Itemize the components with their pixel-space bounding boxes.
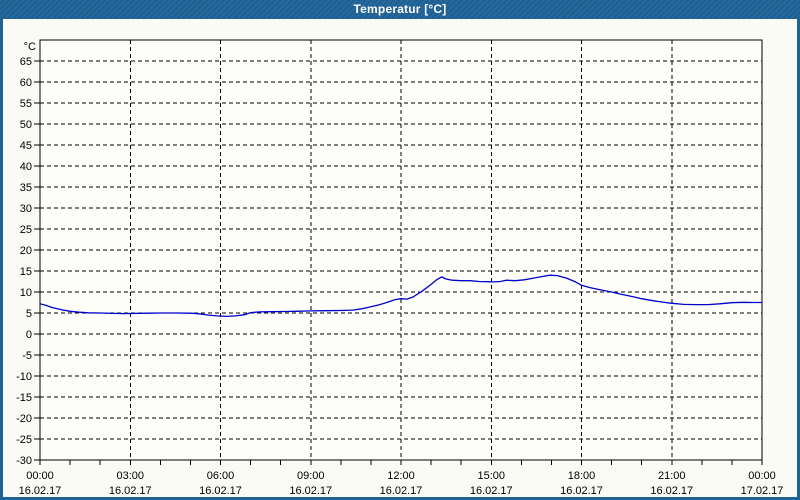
y-tick-label: 20	[20, 245, 32, 257]
chart-content-area: 65 60 55 50 45 40 35 30 25 20 15 10 5 0 -5 -10 -15 -20 -25…	[3, 19, 797, 497]
x-tick-date-label: 17.02.17	[741, 485, 784, 497]
x-tick-date-label: 16.02.17	[470, 485, 513, 497]
x-tick-time-label: 21:00	[658, 470, 686, 482]
x-tick-time-label: 00:00	[748, 470, 776, 482]
y-tick-label: 45	[20, 140, 32, 152]
y-tick-label: 25	[20, 224, 32, 236]
y-tick-label: 60	[20, 77, 32, 89]
y-tick-label: 35	[20, 182, 32, 194]
y-tick-label: -20	[16, 413, 32, 425]
x-tick-date-label: 16.02.17	[19, 485, 62, 497]
x-tick-time-label: 09:00	[297, 470, 325, 482]
y-tick-label: -15	[16, 392, 32, 404]
x-tick-time-label: 00:00	[26, 470, 54, 482]
x-tick-date-label: 16.02.17	[380, 485, 423, 497]
x-tick-time-label: 03:00	[116, 470, 144, 482]
y-tick-label: -5	[22, 350, 32, 362]
y-tick-label: -25	[16, 434, 32, 446]
y-tick-label: -10	[16, 371, 32, 383]
window-title: Temperatur [°C]	[353, 2, 447, 16]
window-title-bar[interactable]: Temperatur [°C]	[0, 0, 800, 19]
x-tick-date-label: 16.02.17	[650, 485, 693, 497]
x-tick-time-label: 06:00	[207, 470, 235, 482]
y-tick-label: 30	[20, 203, 32, 215]
x-tick-date-label: 16.02.17	[560, 485, 603, 497]
y-tick-label: 40	[20, 161, 32, 173]
y-tick-label: 10	[20, 287, 32, 299]
y-tick-label: 5	[26, 308, 32, 320]
y-tick-label: 55	[20, 98, 32, 110]
x-tick-time-label: 12:00	[387, 470, 415, 482]
x-tick-date-label: 16.02.17	[199, 485, 242, 497]
y-axis-unit-label: °C	[24, 41, 36, 53]
temperature-chart: 65605550454035302520151050-5-10-15-20-25…	[16, 39, 784, 497]
x-tick-date-label: 16.02.17	[109, 485, 152, 497]
x-tick-date-label: 16.02.17	[289, 485, 332, 497]
x-tick-time-label: 15:00	[477, 470, 505, 482]
y-tick-label: 50	[20, 119, 32, 131]
x-tick-time-label: 18:00	[568, 470, 596, 482]
y-tick-label: -30	[16, 455, 32, 467]
temperature-series-line	[39, 274, 762, 318]
y-tick-label: 15	[20, 266, 32, 278]
y-tick-label: 0	[26, 329, 32, 341]
y-tick-label: 65	[20, 56, 32, 68]
